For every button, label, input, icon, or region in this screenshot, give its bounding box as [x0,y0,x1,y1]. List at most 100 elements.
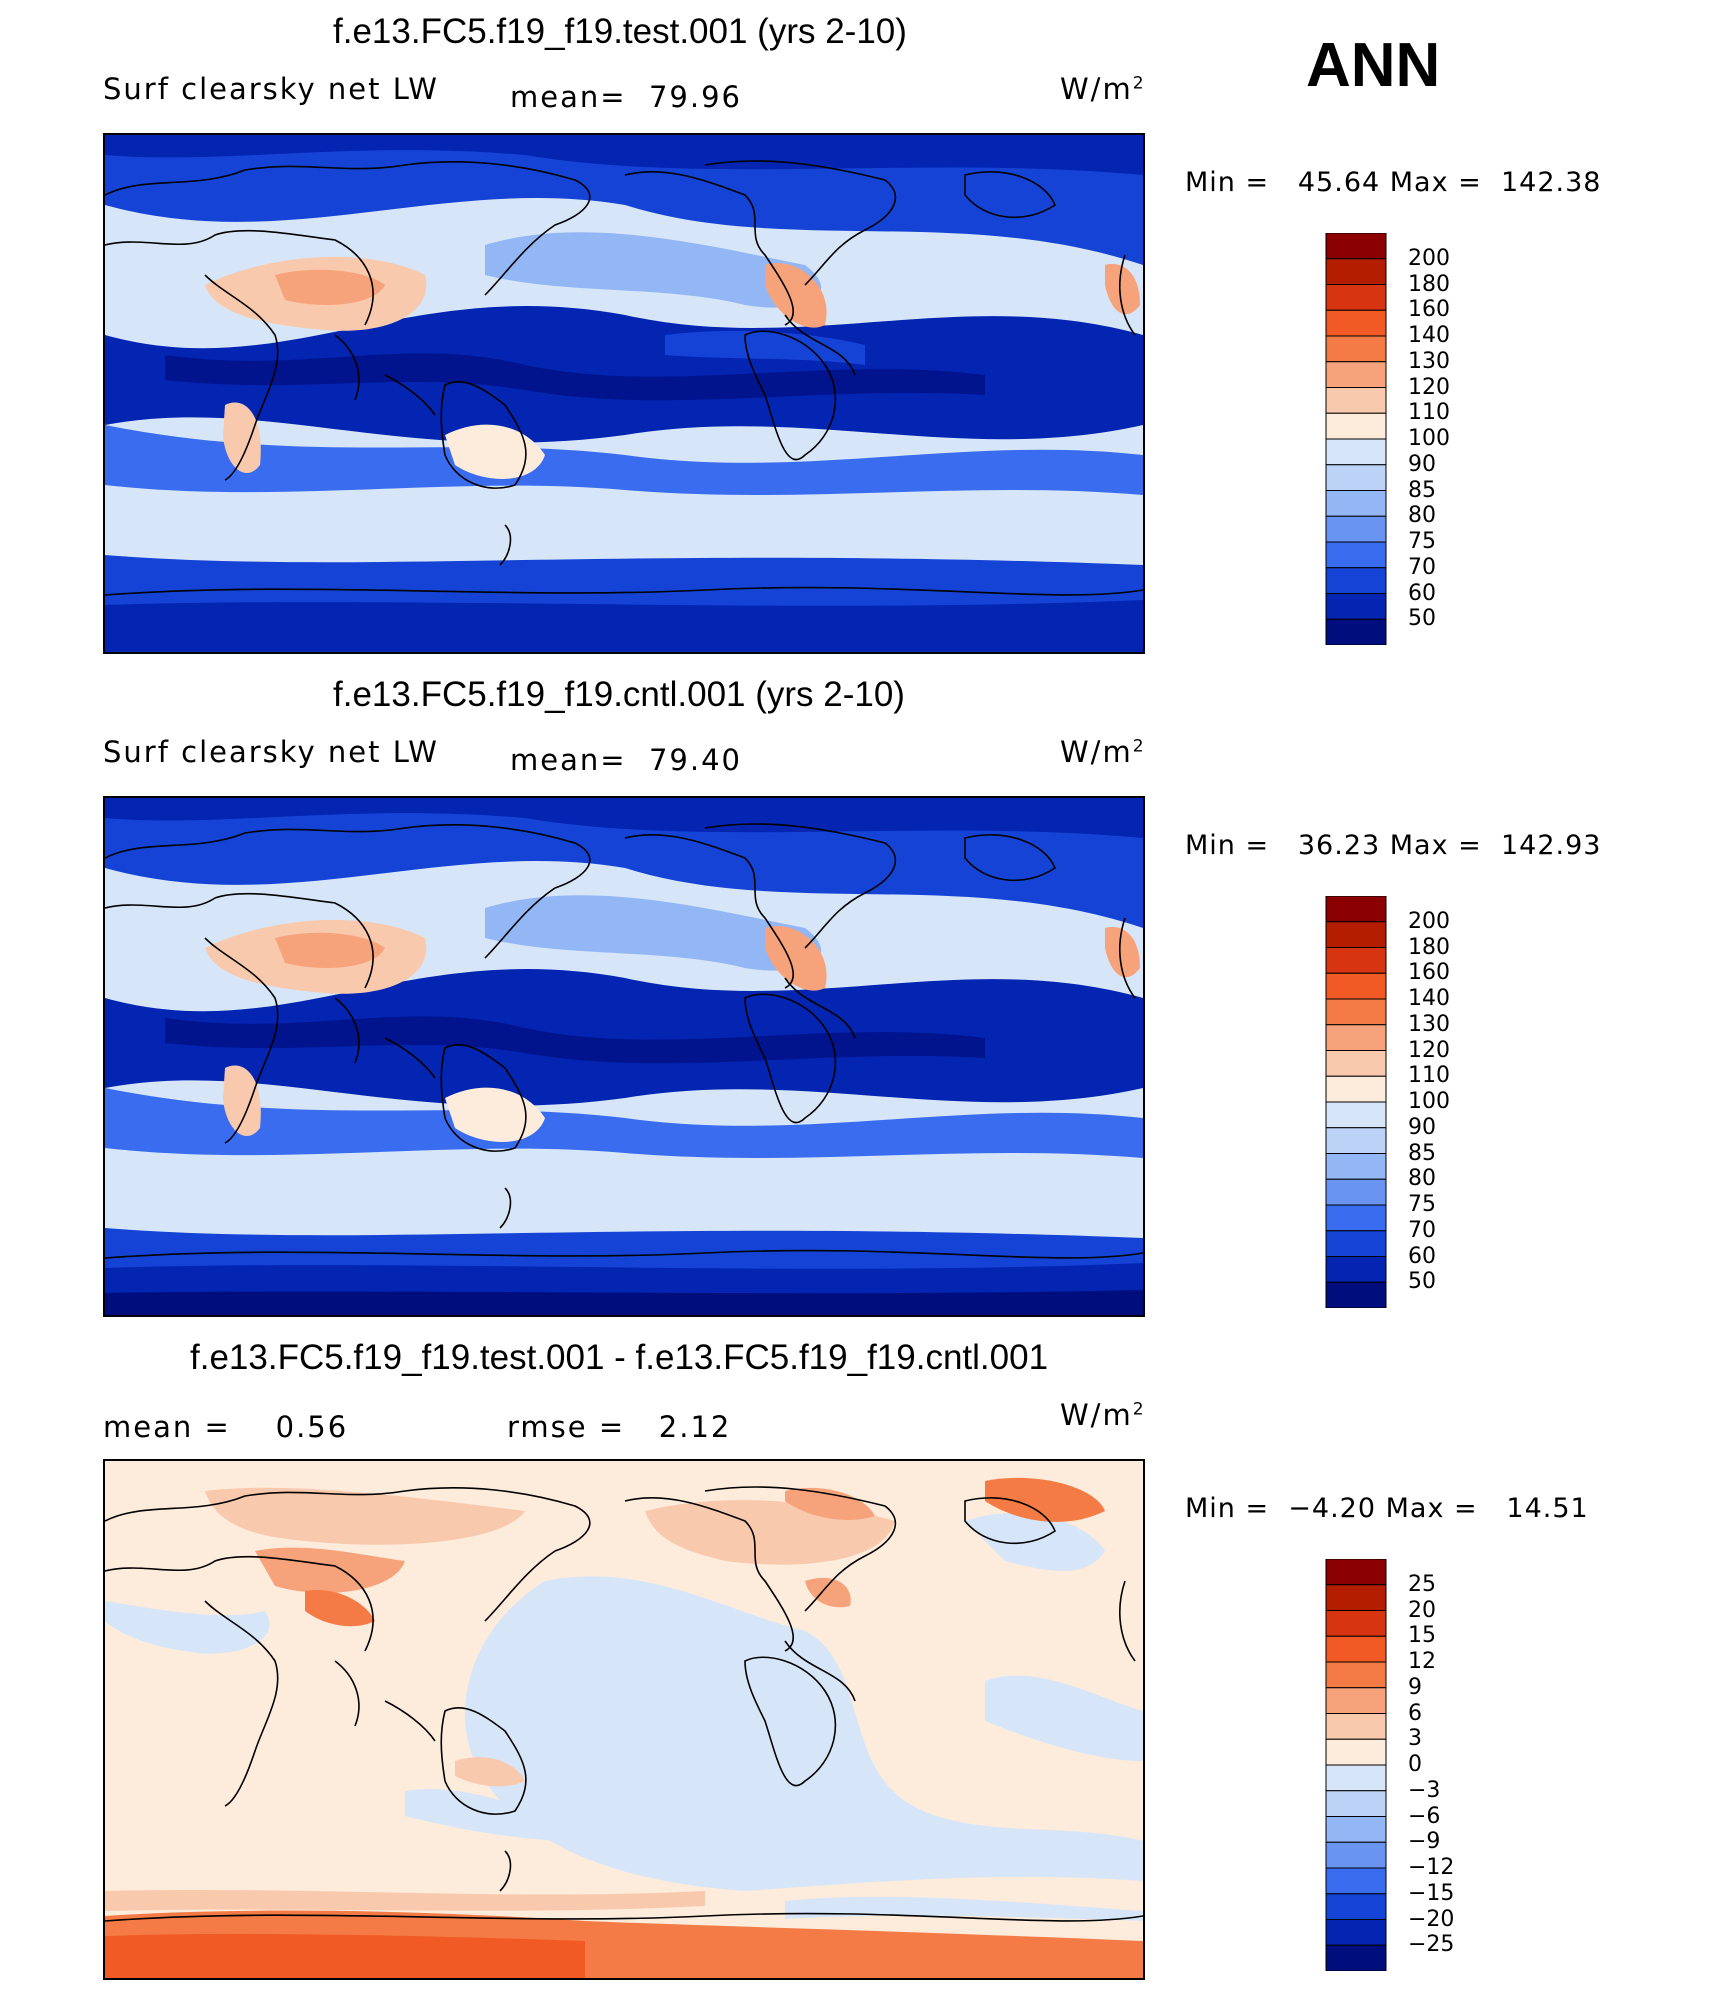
colorbar-swatch [1325,309,1387,337]
map-panel-difference [103,1459,1145,1980]
units-exponent: 2 [1132,1399,1146,1420]
colorbar-swatch [1325,1841,1387,1869]
colorbar-tick-label: 180 [1408,271,1450,297]
panel-title: f.e13.FC5.f19_f19.test.001 (yrs 2-10) [333,12,907,51]
max-value: 142.93 [1500,830,1602,861]
mean-value: 79.96 [648,80,743,114]
colorbar-tick-label: 85 [1408,1140,1436,1166]
colorbar-tick-label: 60 [1408,580,1436,606]
colorbar-swatch [1325,1919,1387,1946]
colorbar-tick-label: 3 [1408,1726,1422,1752]
colorbar-swatch [1325,515,1387,543]
colorbar-tick-label: 70 [1408,554,1436,580]
mean-label: mean= [510,80,627,114]
colorbar-tick-label: −9 [1408,1829,1441,1855]
max-value: 142.38 [1500,167,1602,198]
colorbar-swatch [1325,567,1387,594]
colorbar-swatch [1325,1944,1387,1971]
colorbar-tick-label: 120 [1408,1037,1450,1063]
colorbar-tick-label: 15 [1408,1623,1436,1649]
colorbar-swatch [1325,335,1387,363]
colorbar-1 [1325,233,1387,645]
colorbar-tick-label: 90 [1408,1114,1436,1140]
colorbar-swatch [1325,1764,1387,1792]
colorbar-tick-label: 110 [1408,1063,1450,1089]
colorbar-tick-label: 200 [1408,245,1450,271]
colorbar-swatch [1325,1101,1387,1129]
colorbar-tick-label: 60 [1408,1243,1436,1269]
map-panel-test [103,133,1145,654]
colorbar-tick-label: −25 [1408,1932,1455,1958]
colorbar-swatch [1325,541,1387,569]
colorbar-tick-label: 9 [1408,1674,1422,1700]
colorbar-tick-label: −3 [1408,1777,1441,1803]
min-max-readout: Min = 36.23 Max = 142.93 [1185,830,1601,861]
colorbar-swatch [1325,1635,1387,1663]
colorbar-tick-label: 20 [1408,1597,1436,1623]
colorbar-swatch [1325,1024,1387,1051]
colorbar-tick-label: 75 [1408,529,1436,554]
colorbar-swatch [1325,972,1387,1000]
colorbar-swatch [1325,1610,1387,1637]
colorbar-tick-label: 160 [1408,960,1450,986]
map-panel-cntl [103,796,1145,1317]
units-text: W/m [1060,72,1133,106]
colorbar-tick-label: 100 [1408,1089,1450,1114]
colorbar-tick-label: 120 [1408,374,1450,400]
colorbar-swatch [1325,233,1387,260]
colorbar-swatch [1325,1661,1387,1689]
colorbar-tick-label: 80 [1408,1166,1436,1192]
panel-title: f.e13.FC5.f19_f19.cntl.001 (yrs 2-10) [333,675,905,714]
min-max-readout: Min = 45.64 Max = 142.38 [1185,167,1601,198]
colorbar-tick-label: 90 [1408,451,1436,477]
colorbar-tick-label: −15 [1408,1880,1455,1906]
mean-readout: mean= 79.40 [510,743,742,777]
variable-label: Surf clearsky net LW [103,72,439,106]
colorbar-2 [1325,896,1387,1308]
colorbar-swatch [1325,921,1387,948]
colorbar-tick-label: 70 [1408,1217,1436,1243]
mean-readout: mean = 0.56 [103,1410,348,1444]
colorbar-swatch [1325,1153,1387,1180]
colorbar-tick-label: 200 [1408,908,1450,934]
units-label: W/m2 [1060,72,1146,106]
colorbar-tick-label: 80 [1408,503,1436,529]
variable-label: Surf clearsky net LW [103,735,439,769]
rmse-readout: rmse = 2.12 [507,1410,731,1444]
colorbar-tick-label: 50 [1408,606,1436,632]
units-label: W/m2 [1060,1398,1146,1432]
colorbar-swatch [1325,284,1387,311]
units-text: W/m [1060,735,1133,769]
colorbar-swatch [1325,1281,1387,1308]
colorbar-tick-label: 140 [1408,323,1450,348]
colorbar-tick-label: −12 [1408,1855,1455,1880]
colorbar-swatch [1325,438,1387,466]
units-label: W/m2 [1060,735,1146,769]
colorbar-swatch [1325,1075,1387,1103]
season-label: ANN [1306,31,1441,100]
colorbar-swatch [1325,1893,1387,1920]
colorbar-swatch [1325,1687,1387,1714]
min-max-readout: Min = −4.20 Max = 14.51 [1185,1493,1589,1524]
min-value: −4.20 [1288,1493,1377,1524]
mean-label: mean= [510,743,627,777]
colorbar-tick-label: −20 [1408,1906,1455,1932]
colorbar-swatch [1325,1816,1387,1843]
colorbar-swatch [1325,1867,1387,1895]
mean-value: 0.56 [275,1410,349,1444]
mean-readout: mean= 79.96 [510,80,742,114]
colorbar-swatch [1325,361,1387,388]
colorbar-swatch [1325,1178,1387,1206]
colorbar-swatch [1325,1584,1387,1611]
min-value: 36.23 [1297,830,1381,861]
colorbar-tick-label: 100 [1408,426,1450,451]
colorbar-swatch [1325,1127,1387,1154]
max-value: 14.51 [1506,1493,1589,1524]
units-exponent: 2 [1132,736,1146,757]
units-text: W/m [1060,1398,1133,1432]
colorbar-tick-label: −6 [1408,1803,1441,1829]
colorbar-tick-label: 130 [1408,1011,1450,1037]
max-label: Max = [1385,1493,1478,1524]
colorbar-tick-label: 50 [1408,1269,1436,1295]
colorbar-swatch [1325,387,1387,414]
